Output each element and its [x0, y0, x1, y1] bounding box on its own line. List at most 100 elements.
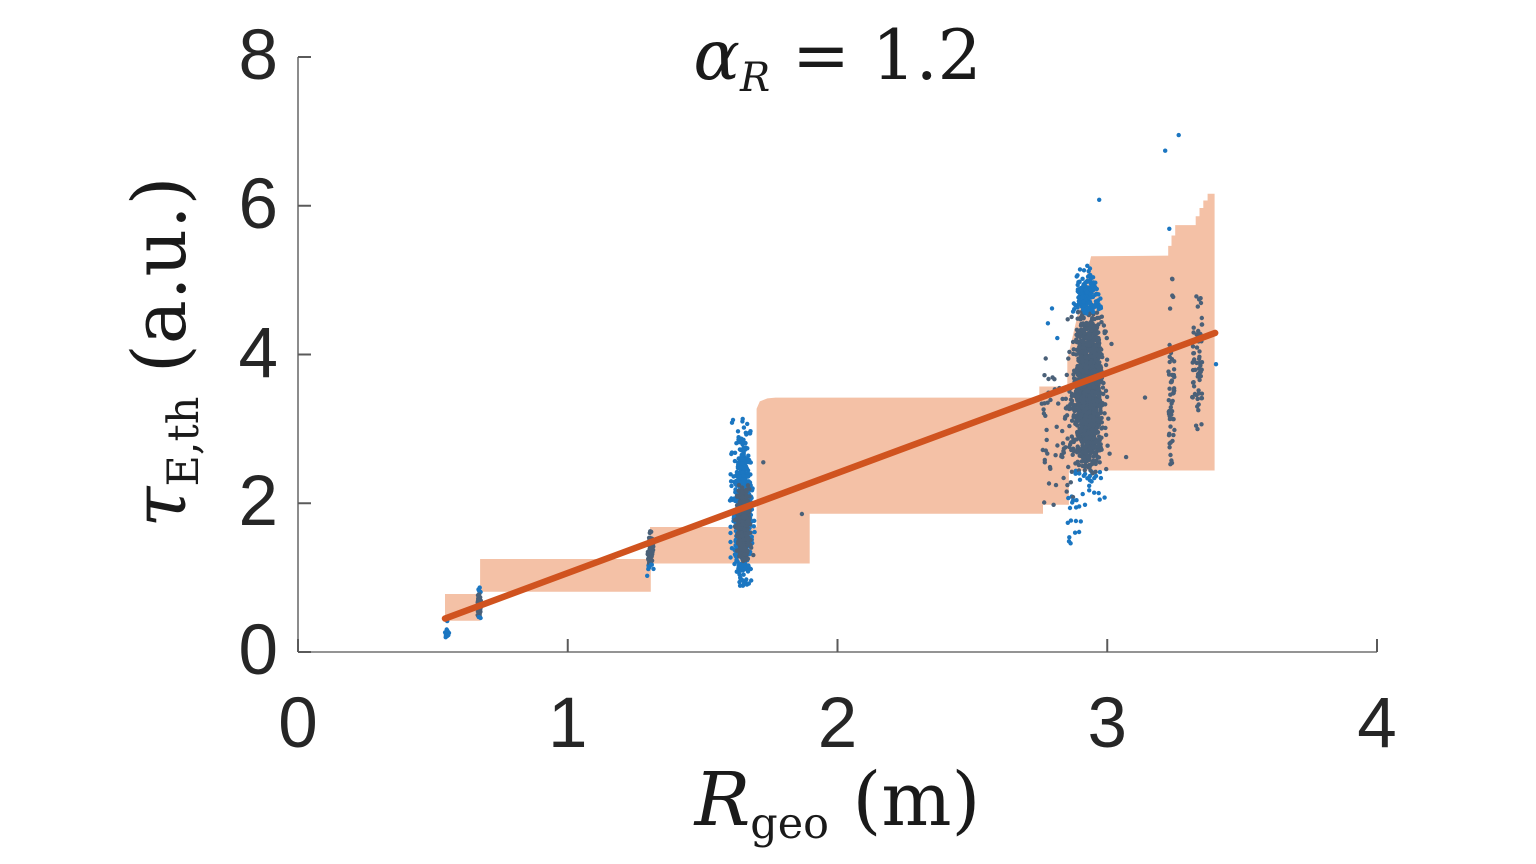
data-point: [1063, 445, 1068, 450]
data-point: [740, 457, 745, 462]
x-axis-label: Rgeo (m): [298, 758, 1377, 864]
data-point: [750, 486, 755, 491]
data-point: [1077, 350, 1082, 355]
data-point: [1194, 294, 1199, 299]
data-point: [1197, 377, 1202, 383]
data-point: [1085, 389, 1091, 394]
data-point: [1078, 367, 1083, 372]
data-point: [1101, 391, 1106, 397]
data-point: [740, 522, 745, 527]
data-point: [746, 564, 751, 569]
data-point: [1190, 344, 1196, 349]
data-point: [1068, 480, 1074, 485]
data-point: [741, 473, 746, 478]
outlier-point: [761, 460, 766, 465]
data-point: [1091, 458, 1096, 464]
data-point: [1056, 401, 1061, 406]
data-point: [1076, 407, 1081, 412]
data-point: [1090, 363, 1095, 369]
data-point: [749, 534, 754, 539]
data-point: [1073, 518, 1079, 524]
data-point: [737, 554, 742, 559]
data-point: [1087, 483, 1092, 488]
data-point: [446, 632, 451, 638]
y-tick-label: 6: [238, 164, 279, 244]
data-point: [743, 447, 748, 452]
data-point: [1171, 390, 1176, 396]
data-point: [742, 513, 747, 518]
data-point: [1065, 520, 1071, 525]
data-point: [737, 568, 742, 573]
title-rest: = 1.2: [770, 16, 982, 96]
data-point: [1042, 373, 1047, 378]
data-point: [1041, 407, 1046, 412]
data-point: [1088, 414, 1093, 419]
data-point: [730, 417, 736, 423]
data-point: [478, 615, 483, 621]
data-point: [1190, 360, 1195, 365]
data-point: [734, 498, 739, 504]
data-point: [738, 465, 743, 470]
data-point: [745, 483, 751, 488]
data-point: [1080, 454, 1086, 460]
data-point: [1168, 424, 1173, 429]
data-point: [1070, 402, 1075, 407]
data-point: [1068, 518, 1074, 523]
x-label-subscript: geo: [750, 798, 829, 849]
data-point: [1087, 273, 1092, 278]
outlier-point: [1055, 335, 1060, 341]
data-point: [745, 567, 750, 573]
data-point: [1088, 402, 1093, 407]
data-point: [1104, 335, 1110, 341]
data-point: [1169, 460, 1175, 466]
data-point: [1104, 357, 1110, 362]
data-point: [741, 572, 746, 577]
data-point: [741, 479, 746, 484]
data-point: [1167, 445, 1172, 450]
data-point: [737, 583, 743, 588]
data-point: [1070, 494, 1076, 500]
data-point: [1091, 346, 1096, 351]
data-point: [1076, 309, 1081, 315]
data-point: [1094, 286, 1100, 292]
data-point: [1069, 447, 1074, 453]
x-tick-label: 4: [1357, 684, 1397, 763]
data-point: [1092, 475, 1097, 481]
data-point: [1088, 320, 1093, 325]
data-point: [1098, 475, 1104, 481]
uncertainty-band: [445, 193, 1215, 621]
data-point: [1093, 451, 1099, 456]
data-point: [1103, 432, 1109, 438]
data-point: [736, 440, 742, 445]
data-point: [1099, 415, 1104, 421]
data-point: [1074, 337, 1079, 342]
data-point: [1090, 471, 1095, 476]
data-point: [729, 450, 735, 455]
data-point: [743, 552, 748, 557]
data-point: [1104, 466, 1109, 472]
data-point: [1082, 468, 1088, 473]
data-point: [1087, 278, 1093, 283]
data-point: [1076, 429, 1082, 435]
data-point: [1094, 407, 1099, 412]
data-point: [1074, 450, 1080, 455]
data-point: [1171, 373, 1176, 378]
data-point: [738, 546, 743, 552]
data-point: [736, 482, 742, 488]
data-point: [1076, 371, 1081, 377]
data-point: [1087, 287, 1092, 292]
data-point: [1191, 325, 1196, 330]
data-point: [1043, 356, 1048, 361]
data-point: [1067, 535, 1072, 540]
data-point: [476, 610, 482, 615]
data-point: [737, 516, 742, 521]
data-point: [1075, 446, 1080, 451]
data-point: [1077, 477, 1083, 482]
data-point: [1039, 401, 1045, 406]
data-point: [744, 474, 750, 479]
data-point: [1093, 302, 1098, 307]
data-point: [1097, 403, 1102, 408]
data-point: [1094, 310, 1100, 315]
data-point: [744, 466, 750, 471]
data-point: [1043, 413, 1048, 418]
